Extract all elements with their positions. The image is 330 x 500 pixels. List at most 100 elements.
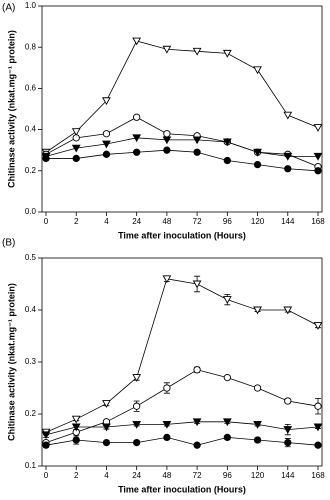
marker xyxy=(222,296,232,304)
x-tick-label: 144 xyxy=(281,471,295,480)
x-tick-label: 24 xyxy=(132,217,141,226)
marker xyxy=(42,154,50,163)
series-line xyxy=(45,40,319,153)
marker xyxy=(253,420,262,429)
marker xyxy=(284,397,292,405)
marker xyxy=(102,150,111,158)
marker xyxy=(313,322,323,330)
x-tick-label: 2 xyxy=(74,217,79,226)
marker xyxy=(72,154,80,163)
marker xyxy=(133,402,141,410)
marker xyxy=(283,152,293,161)
marker xyxy=(313,152,323,161)
marker xyxy=(42,441,50,449)
marker xyxy=(192,280,202,289)
panel-label: (A) xyxy=(2,3,15,14)
marker xyxy=(162,275,172,284)
marker xyxy=(253,160,262,169)
marker xyxy=(223,156,231,165)
x-tick-label: 24 xyxy=(132,471,141,480)
marker xyxy=(163,130,171,138)
marker xyxy=(162,45,172,54)
marker xyxy=(72,134,80,142)
x-tick-label: 144 xyxy=(281,217,295,226)
marker xyxy=(222,138,232,147)
marker xyxy=(132,37,142,46)
x-tick-label: 4 xyxy=(104,471,109,480)
series-line xyxy=(45,116,319,168)
y-tick-label: 0.1 xyxy=(25,461,37,470)
marker xyxy=(192,418,202,427)
x-tick-label: 0 xyxy=(44,217,49,226)
marker xyxy=(102,423,111,432)
x-axis-title: Time after inoculation (Hours) xyxy=(118,230,246,240)
marker xyxy=(314,441,322,449)
y-tick-label: 0.5 xyxy=(25,253,37,262)
y-tick-label: 0.3 xyxy=(25,357,37,366)
marker xyxy=(192,136,202,145)
marker xyxy=(222,418,232,427)
x-tick-label: 2 xyxy=(74,471,79,480)
marker xyxy=(162,420,172,429)
marker xyxy=(163,384,171,392)
series-line xyxy=(45,278,319,433)
marker xyxy=(193,148,201,156)
x-axis-title: Time after inoculation (Hours) xyxy=(118,484,246,494)
marker xyxy=(222,49,232,58)
marker xyxy=(133,438,141,447)
x-tick-label: 48 xyxy=(162,471,171,480)
y-tick-label: 0.6 xyxy=(25,84,37,93)
marker xyxy=(102,400,111,408)
marker xyxy=(132,420,142,429)
x-tick-label: 4 xyxy=(104,217,109,226)
marker xyxy=(313,423,323,432)
marker xyxy=(132,374,142,382)
series-line xyxy=(46,149,319,172)
marker xyxy=(284,438,292,447)
x-tick-label: 168 xyxy=(311,471,325,480)
marker xyxy=(163,433,171,442)
marker xyxy=(314,402,322,410)
marker xyxy=(41,431,51,440)
x-tick-label: 168 xyxy=(311,217,325,226)
x-tick-label: 48 xyxy=(162,217,171,226)
marker xyxy=(163,146,171,154)
marker xyxy=(71,423,81,432)
marker xyxy=(193,441,201,449)
marker xyxy=(283,111,293,120)
marker xyxy=(133,113,141,121)
y-tick-label: 0.8 xyxy=(25,42,37,51)
x-tick-label: 0 xyxy=(44,471,49,480)
y-tick-label: 0.4 xyxy=(25,305,37,314)
marker xyxy=(72,436,80,444)
series-line xyxy=(45,369,319,443)
y-tick-label: 0.2 xyxy=(25,166,37,175)
panel-label: (B) xyxy=(2,238,15,249)
marker xyxy=(314,167,322,175)
marker xyxy=(193,366,201,374)
series-line xyxy=(45,137,318,157)
marker xyxy=(71,415,81,424)
marker xyxy=(132,134,142,143)
x-tick-label: 72 xyxy=(193,471,202,480)
marker xyxy=(253,436,262,444)
marker xyxy=(102,438,111,447)
marker xyxy=(102,97,111,106)
marker xyxy=(133,148,141,156)
marker xyxy=(283,426,293,434)
series-line xyxy=(45,436,319,446)
plot-frame xyxy=(41,257,323,467)
y-tick-label: 0.0 xyxy=(25,207,37,216)
marker xyxy=(284,165,292,173)
y-tick-label: 1.0 xyxy=(25,1,37,10)
x-tick-label: 120 xyxy=(251,217,265,226)
marker xyxy=(313,124,323,132)
marker xyxy=(253,306,262,315)
x-tick-label: 72 xyxy=(193,217,202,226)
x-tick-label: 96 xyxy=(223,471,232,480)
marker xyxy=(192,47,202,56)
y-axis-title: Chitinase activity (nkat.mg⁻¹ protein) xyxy=(6,30,16,188)
marker xyxy=(102,130,111,138)
marker xyxy=(162,136,172,145)
